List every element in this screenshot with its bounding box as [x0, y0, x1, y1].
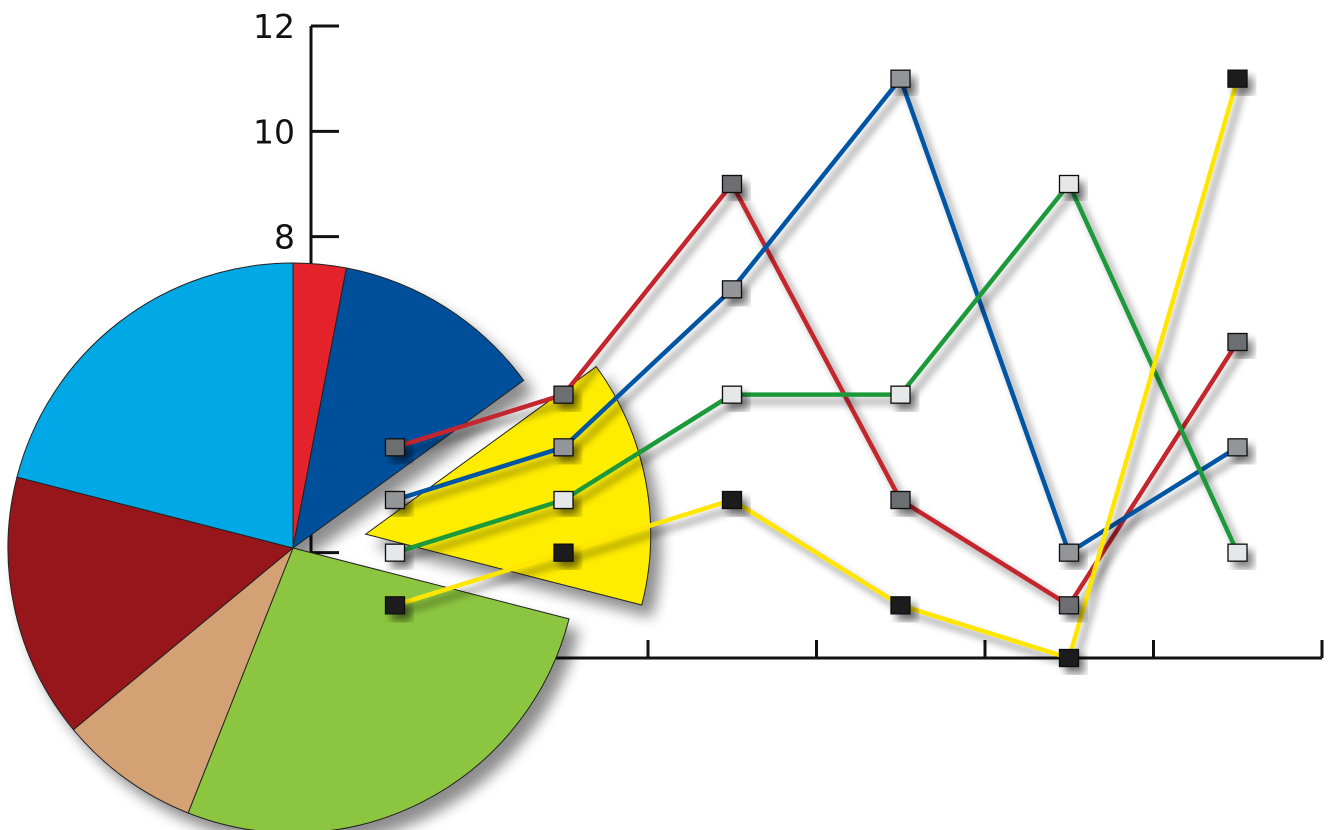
data-point-marker [721, 490, 743, 510]
data-point-marker [890, 490, 911, 510]
data-point-marker [890, 596, 911, 615]
series-line [394, 179, 1240, 555]
data-point-marker [1227, 69, 1248, 88]
pie-slice [72, 547, 294, 814]
y-tick-label: 12 [253, 7, 295, 46]
series-line [394, 74, 1239, 557]
pie-slice [292, 267, 525, 550]
data-point-marker [890, 385, 911, 404]
data-point-marker [1058, 174, 1080, 194]
data-point-marker [1058, 596, 1080, 615]
data-point-marker [1227, 438, 1248, 457]
data-point-marker [721, 280, 743, 299]
data-point-marker [384, 596, 406, 615]
data-point-marker [721, 174, 743, 194]
series-line [394, 78, 1240, 661]
data-point-marker [384, 438, 406, 457]
data-point-marker [1058, 648, 1080, 668]
data-point-marker [384, 490, 406, 510]
data-point-marker [1227, 332, 1248, 352]
y-tick-label: 10 [253, 112, 295, 151]
data-point-marker [553, 543, 574, 562]
data-point-marker [384, 543, 406, 562]
data-point-marker [1227, 543, 1248, 562]
data-point-marker [553, 385, 574, 404]
pie-chart [7, 262, 652, 830]
data-point-marker [721, 385, 743, 404]
pie-slice [7, 476, 295, 731]
y-tick-label: 8 [274, 218, 295, 257]
data-point-marker [553, 490, 574, 510]
data-point-marker [1058, 543, 1080, 562]
data-point-marker [553, 438, 574, 457]
pie-slice [187, 547, 570, 830]
pie-slice [16, 262, 294, 549]
data-point-marker [890, 69, 911, 88]
line-chart-series [384, 69, 1248, 668]
